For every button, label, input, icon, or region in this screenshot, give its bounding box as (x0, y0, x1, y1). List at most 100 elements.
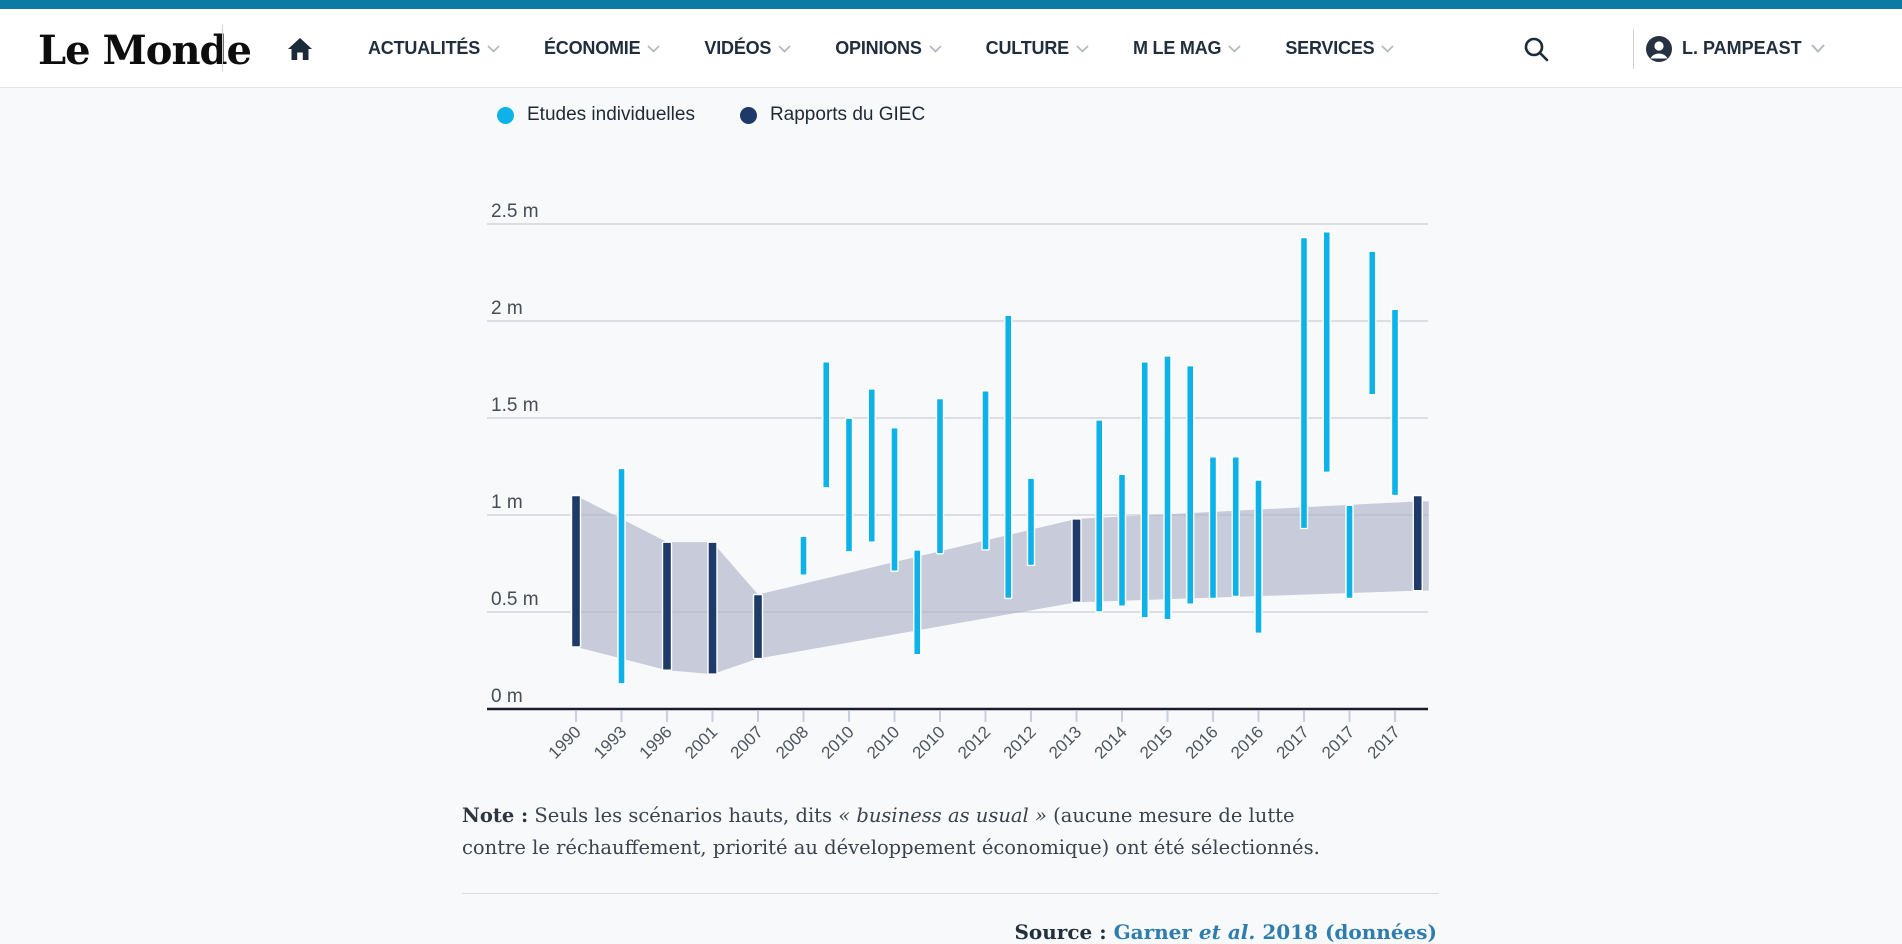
home-icon (288, 38, 312, 60)
nav-item-vidéos[interactable]: VIDÉOS (704, 38, 791, 59)
study-bar-1993 (617, 467, 626, 685)
y-axis-label: 1 m (491, 492, 523, 513)
study-bar-2010 (890, 427, 899, 572)
home-button[interactable] (284, 33, 316, 65)
study-bar (1140, 361, 1149, 619)
nav-item-label: SERVICES (1285, 38, 1375, 58)
nav-item-culture[interactable]: CULTURE (986, 38, 1089, 59)
user-avatar-icon (1646, 35, 1672, 62)
source-line: Source : Garner et al. 2018 (données) (1014, 920, 1437, 944)
legend-item-studies: Etudes individuelles (497, 104, 695, 126)
study-bar-2012 (1026, 477, 1036, 567)
study-bar (867, 388, 876, 543)
legend-dot-studies (497, 106, 514, 124)
legend-item-giec: Rapports du GIEC (739, 104, 926, 126)
chevron-down-icon (1381, 44, 1395, 53)
nav-item-opinions[interactable]: OPINIONS (835, 38, 942, 59)
x-axis-label: 2014 (1091, 722, 1131, 762)
nav-item-label: OPINIONS (835, 38, 922, 58)
study-bar (1004, 314, 1013, 600)
x-axis-label: 2015 (1136, 722, 1176, 762)
chevron-down-icon (778, 44, 791, 53)
x-axis-label: 2010 (818, 722, 858, 762)
chevron-down-icon (929, 44, 942, 53)
user-name: L. PAMPEAST (1682, 38, 1802, 58)
x-axis-label: 2010 (909, 722, 949, 762)
nav-item-label: M LE MAG (1132, 38, 1222, 58)
giec-report-bar (1412, 494, 1423, 592)
x-axis-label: 1990 (545, 722, 585, 762)
study-bar-2015 (1163, 355, 1172, 621)
study-bar-2017 (1299, 236, 1309, 530)
x-axis-label: 1993 (590, 722, 630, 762)
chevron-down-icon (1810, 44, 1825, 53)
header: Le Monde ACTUALITÉS ÉCONOMIE VIDÉOS OPINION… (0, 9, 1902, 88)
search-icon (1524, 37, 1549, 62)
x-axis-label: 2012 (1000, 722, 1040, 762)
giec-report-bar-1996 (661, 541, 673, 671)
main-nav: ACTUALITÉS ÉCONOMIE VIDÉOS OPINIONS CULTURE M… (368, 9, 1395, 88)
y-axis-label: 2.5 m (491, 201, 539, 222)
chart-legend: Etudes individuelles Rapports du GIEC (497, 104, 925, 126)
study-bar-2016 (1208, 456, 1218, 600)
study-bar (1368, 250, 1377, 396)
study-bar-2016 (1254, 479, 1263, 635)
giec-report-bar-2013 (1071, 518, 1082, 604)
study-bar-2010 (935, 397, 945, 555)
x-axis-label: 2016 (1182, 722, 1222, 762)
study-bar (1095, 419, 1104, 613)
x-axis-label: 2008 (772, 722, 812, 762)
giec-report-bar-2001 (707, 541, 718, 675)
giec-report-bar-1990 (570, 494, 582, 648)
x-axis-label: 2001 (681, 722, 721, 762)
chart-note: Note : Seuls les scénarios hauts, dits «… (462, 804, 1320, 859)
study-bar-2008 (799, 535, 808, 576)
nav-item-services[interactable]: SERVICES (1285, 38, 1395, 59)
study-bar (1186, 364, 1195, 605)
search-button[interactable] (1520, 33, 1552, 65)
sea-level-projection-chart: 0 m 0.5 m 1 m 1.5 m 2 m 2.5 m 1990 1993 1996 2001… (487, 201, 1429, 763)
legend-label-giec: Rapports du GIEC (769, 104, 926, 125)
nav-item-m-le-mag[interactable]: M LE MAG (1133, 38, 1241, 59)
nav-item-économie[interactable]: ÉCONOMIE (544, 38, 661, 59)
study-bar (1322, 231, 1331, 474)
legend-label-studies: Etudes individuelles (527, 104, 695, 125)
y-axis-label: 1.5 m (491, 395, 539, 416)
x-axis-label: 1996 (636, 722, 676, 762)
source-link[interactable]: Garner et al. 2018 (données) (1113, 920, 1437, 944)
chevron-down-icon (647, 44, 661, 53)
study-bar-2014 (1117, 473, 1127, 607)
nav-item-actualités[interactable]: ACTUALITÉS (368, 38, 500, 59)
chevron-down-icon (487, 44, 500, 53)
user-menu[interactable]: L. PAMPEAST (1645, 9, 1825, 88)
y-axis-label: 2 m (491, 298, 523, 319)
x-axis-label: 2017 (1364, 722, 1404, 762)
lemonde-logo[interactable]: Le Monde (38, 27, 252, 74)
study-bar-2017 (1345, 504, 1354, 600)
header-divider (222, 25, 223, 71)
note-italic: « business as usual » (838, 804, 1047, 827)
nav-item-label: ACTUALITÉS (368, 38, 480, 58)
nav-item-label: CULTURE (985, 38, 1069, 58)
nav-item-label: VIDÉOS (704, 38, 772, 58)
study-bar (913, 549, 922, 656)
x-axis-label: 2013 (1045, 722, 1085, 762)
study-bar-2017 (1390, 308, 1400, 497)
x-axis-label: 2010 (863, 722, 903, 762)
study-bar (822, 361, 831, 489)
x-axis-label: 2017 (1273, 722, 1313, 762)
source-label: Source : (1014, 920, 1114, 944)
study-bar (1231, 456, 1240, 598)
y-axis-label: 0 m (491, 686, 523, 707)
y-axis-label: 0.5 m (491, 589, 539, 610)
study-bar-2010 (844, 417, 854, 553)
top-accent-bar (0, 0, 1902, 9)
chevron-down-icon (1228, 44, 1241, 53)
x-axis-label: 2007 (727, 722, 767, 762)
study-bar-2012 (981, 390, 990, 551)
legend-dot-giec (739, 106, 757, 124)
nav-item-label: ÉCONOMIE (544, 38, 641, 58)
note-label: Note : (462, 804, 529, 827)
x-axis-label: 2016 (1227, 722, 1267, 762)
